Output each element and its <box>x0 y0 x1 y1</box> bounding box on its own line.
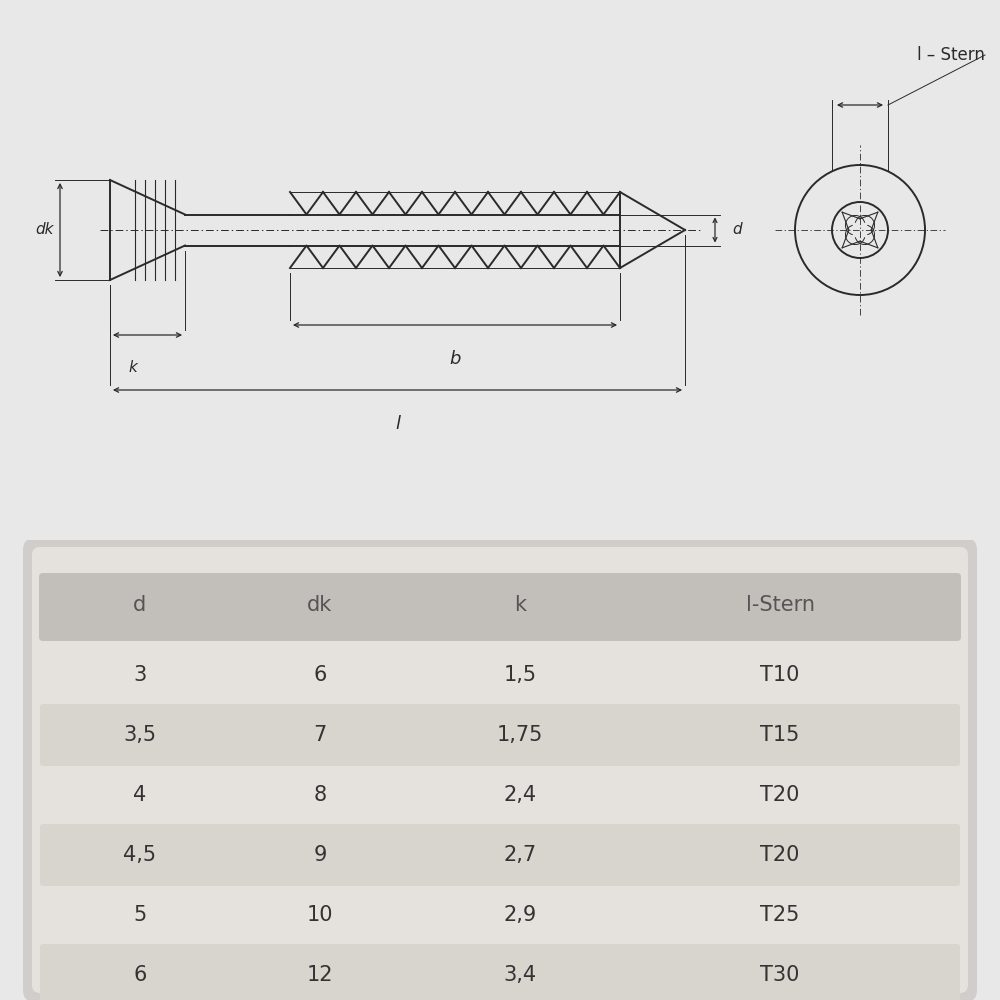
Text: 3,4: 3,4 <box>503 965 537 985</box>
Text: 3: 3 <box>133 665 147 685</box>
Text: T20: T20 <box>760 785 800 805</box>
Text: T15: T15 <box>760 725 800 745</box>
Text: T10: T10 <box>760 665 800 685</box>
Text: 1,75: 1,75 <box>497 725 543 745</box>
Text: 2,7: 2,7 <box>503 845 537 865</box>
Text: 4: 4 <box>133 785 147 805</box>
Text: 8: 8 <box>313 785 327 805</box>
Text: 5: 5 <box>133 905 147 925</box>
Text: T25: T25 <box>760 905 800 925</box>
Text: 1,5: 1,5 <box>503 665 537 685</box>
Text: dk: dk <box>307 595 333 615</box>
Text: dk: dk <box>36 223 54 237</box>
FancyBboxPatch shape <box>39 573 961 641</box>
FancyBboxPatch shape <box>40 944 960 1000</box>
Text: T20: T20 <box>760 845 800 865</box>
Text: l: l <box>395 415 400 433</box>
Text: k: k <box>128 360 137 375</box>
FancyBboxPatch shape <box>23 538 977 1000</box>
Text: l-Stern: l-Stern <box>746 595 814 615</box>
Text: 6: 6 <box>133 965 147 985</box>
Text: 6: 6 <box>313 665 327 685</box>
Text: d: d <box>133 595 147 615</box>
Text: 3,5: 3,5 <box>123 725 157 745</box>
Text: b: b <box>449 350 461 368</box>
FancyBboxPatch shape <box>32 547 968 993</box>
Text: 2,9: 2,9 <box>503 905 537 925</box>
FancyBboxPatch shape <box>40 824 960 886</box>
Text: d: d <box>732 223 742 237</box>
Text: 9: 9 <box>313 845 327 865</box>
Text: 12: 12 <box>307 965 333 985</box>
Text: 10: 10 <box>307 905 333 925</box>
Text: k: k <box>514 595 526 615</box>
Text: 2,4: 2,4 <box>503 785 537 805</box>
FancyBboxPatch shape <box>40 704 960 766</box>
Text: l – Stern: l – Stern <box>917 46 985 64</box>
Text: 7: 7 <box>313 725 327 745</box>
Text: T30: T30 <box>760 965 800 985</box>
Text: 4,5: 4,5 <box>123 845 157 865</box>
